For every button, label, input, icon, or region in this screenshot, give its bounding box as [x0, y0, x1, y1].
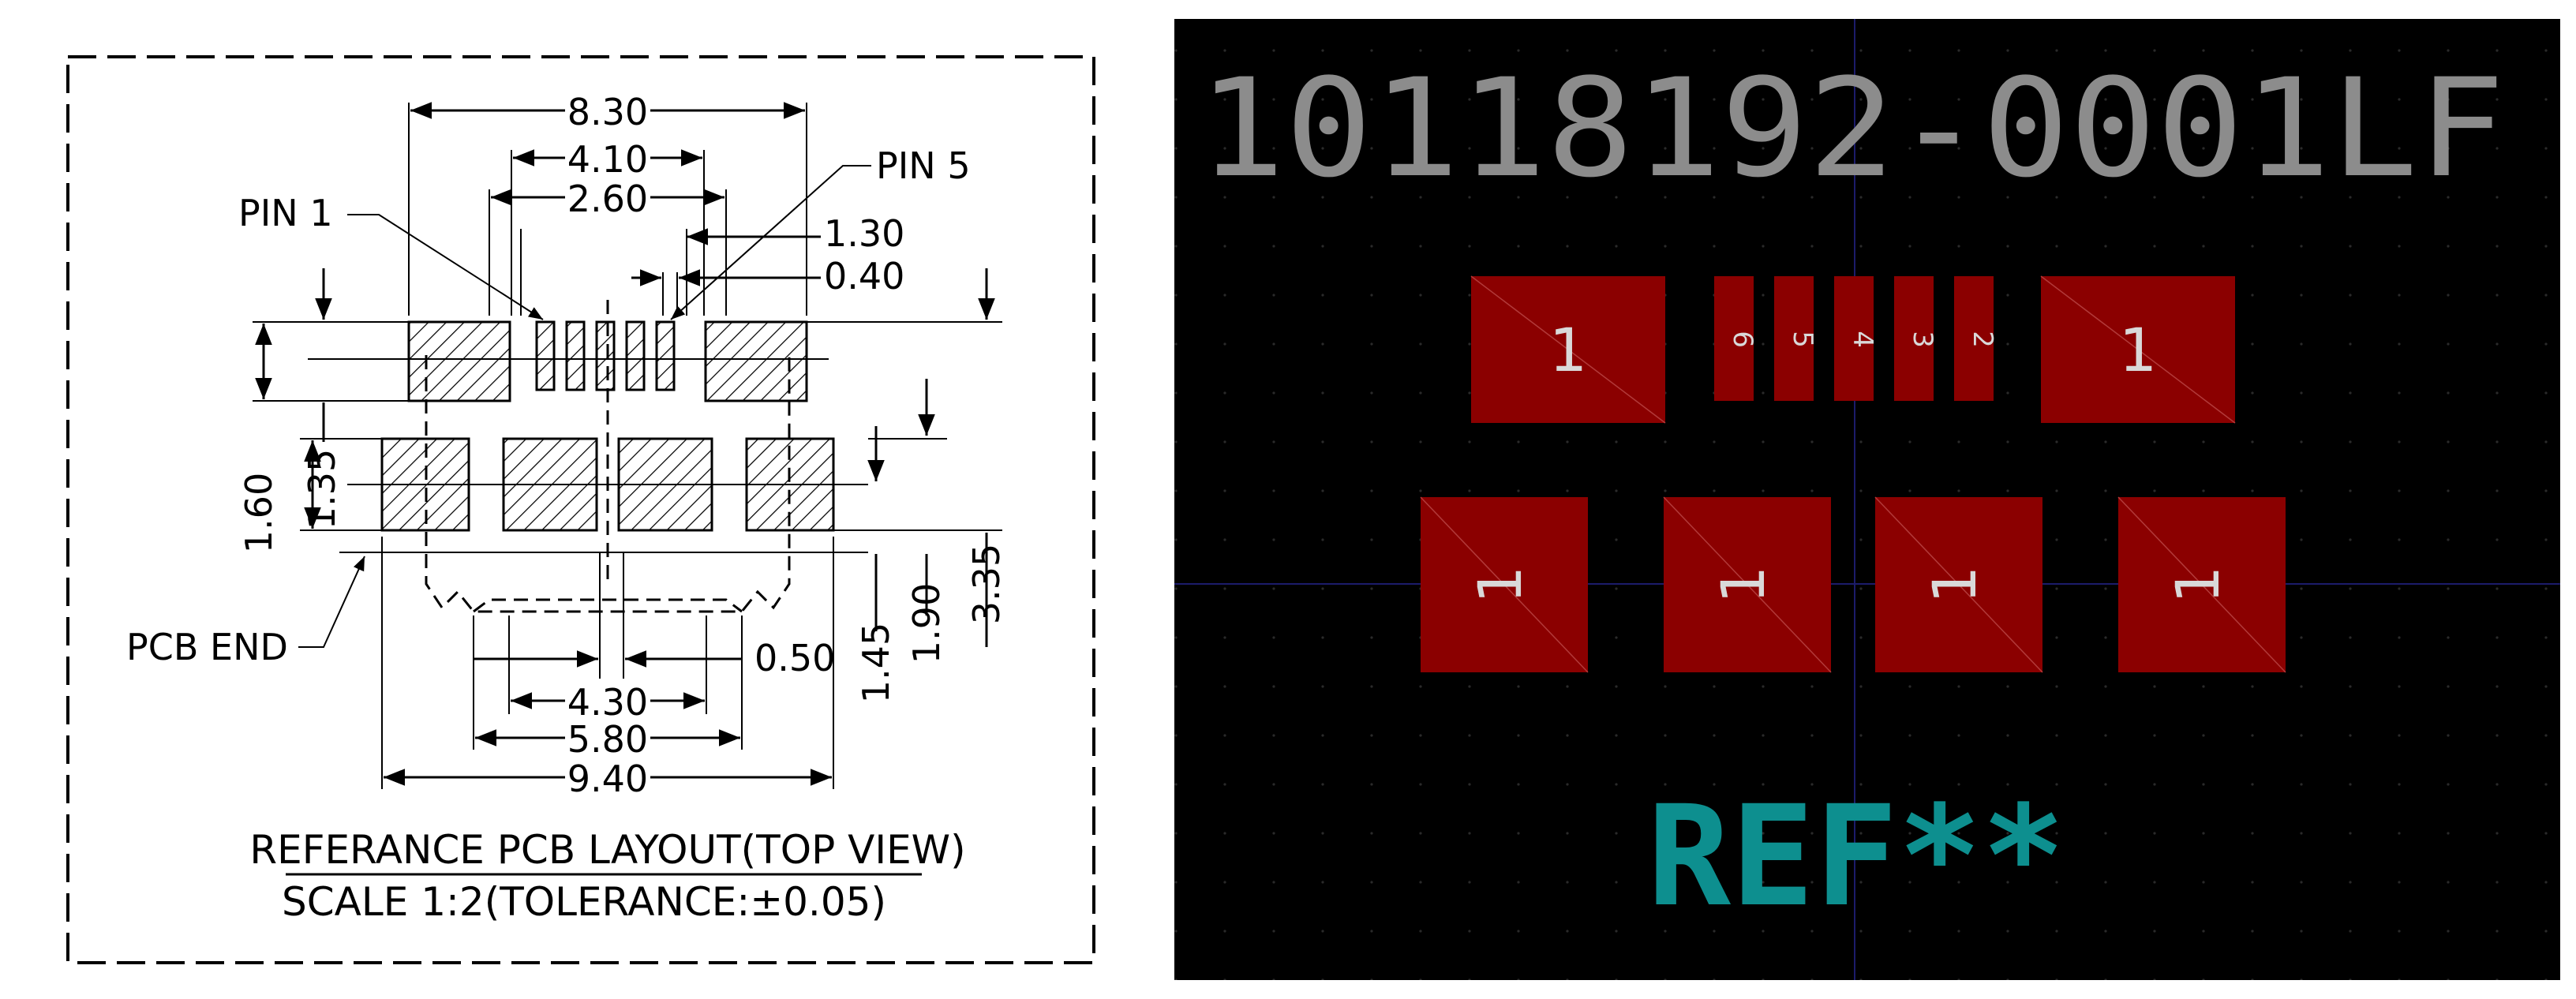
dim-1-45: 1.45 — [855, 623, 897, 703]
left-shell-pad — [407, 320, 511, 402]
pad-6-number: 6 — [1727, 331, 1758, 348]
signal-pad-2 — [565, 320, 586, 391]
dim-3-35: 3.35 — [965, 544, 1008, 624]
shell-pad-left-number: 1 — [1549, 315, 1587, 385]
leader-lines — [298, 165, 871, 648]
dim-1-30: 1.30 — [824, 212, 904, 255]
pad-2-number: 2 — [1967, 331, 1998, 348]
pad-6 — [1714, 276, 1754, 401]
pad-4 — [1834, 276, 1874, 401]
drawing-title: REFERANCE PCB LAYOUT(TOP VIEW) — [249, 827, 965, 873]
mount-pad-c-number: 1 — [1919, 566, 1990, 604]
signal-pad-3 — [595, 320, 616, 391]
pad-4-number: 4 — [1847, 331, 1878, 348]
pad-3-number: 3 — [1907, 331, 1938, 348]
dim-4-30: 4.30 — [567, 681, 648, 724]
right-shell-pad — [704, 320, 808, 402]
dim-8-30: 8.30 — [567, 91, 648, 133]
signal-pad-5 — [655, 320, 676, 391]
signal-pad-4 — [625, 320, 646, 391]
part-number: 10118192-0001LF — [1198, 49, 2505, 208]
pad-2 — [1954, 276, 1994, 401]
pad-5-number: 5 — [1787, 331, 1818, 348]
mount-pad-d-number: 1 — [2162, 566, 2233, 604]
pcb-top-pads: 1 1 6 5 4 3 2 — [1470, 275, 2236, 424]
pcb-footprint-view: 10118192-0001LF 1 1 6 5 4 3 2 1 — [1174, 19, 2560, 980]
dim-1-35: 1.35 — [301, 449, 343, 529]
dim-1-60: 1.60 — [238, 473, 280, 553]
dim-0-50: 0.50 — [754, 637, 835, 679]
dim-5-80: 5.80 — [567, 718, 648, 761]
drawing-subtitle: SCALE 1:2(TOLERANCE:±0.05) — [282, 879, 886, 925]
mount-pad-a-number: 1 — [1465, 566, 1535, 604]
dim-4-10: 4.10 — [567, 138, 648, 181]
mechanical-drawing: 8.30 4.10 2.60 1.30 0.40 1.60 1.35 3.35 … — [66, 55, 1095, 964]
pad-5 — [1774, 276, 1814, 401]
pcb-end-label: PCB END — [126, 626, 288, 668]
dim-2-60: 2.60 — [567, 178, 648, 220]
pad-3 — [1894, 276, 1934, 401]
connector-outline — [425, 300, 791, 613]
signal-pad-1 — [535, 320, 556, 391]
pin5-label: PIN 5 — [876, 144, 971, 187]
dim-0-40: 0.40 — [824, 255, 904, 297]
dimension-labels: 8.30 4.10 2.60 1.30 0.40 1.60 1.35 3.35 … — [238, 91, 1008, 800]
reference-designator: REF** — [1647, 776, 2065, 937]
dim-1-90: 1.90 — [905, 583, 948, 664]
dim-9-40: 9.40 — [567, 758, 648, 800]
pcb-bottom-pads: 1 1 1 1 — [1420, 496, 2286, 673]
mount-pad-b-number: 1 — [1708, 566, 1778, 604]
pin1-label: PIN 1 — [238, 192, 333, 234]
shell-pad-right-number: 1 — [2119, 315, 2157, 385]
